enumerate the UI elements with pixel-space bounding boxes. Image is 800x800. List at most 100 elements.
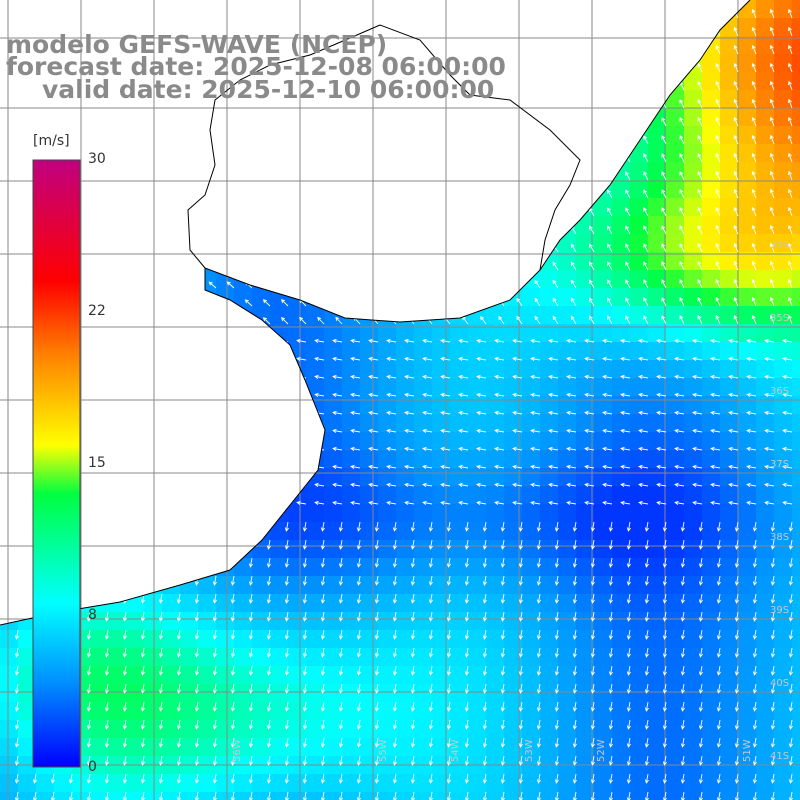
wind-arrow <box>428 665 433 676</box>
wind-arrow <box>638 428 649 433</box>
wind-speed-cell <box>216 0 235 19</box>
wind-arrow <box>608 665 613 676</box>
wind-speed-cell <box>684 648 703 667</box>
wind-arrow <box>764 338 775 343</box>
wind-speed-cell <box>324 270 343 289</box>
wind-speed-cell <box>612 180 631 199</box>
wind-speed-cell <box>360 252 379 271</box>
wind-arrow <box>697 62 703 73</box>
wind-speed-cell <box>90 648 109 667</box>
wind-speed-cell <box>126 0 145 19</box>
wind-speed-cell <box>0 684 19 703</box>
wind-arrow <box>425 226 433 235</box>
wind-arrow <box>262 317 271 325</box>
wind-speed-cell <box>396 252 415 271</box>
wind-arrow <box>662 629 667 640</box>
wind-arrow <box>494 500 505 505</box>
wind-arrow <box>476 410 487 415</box>
wind-speed-cell <box>252 504 271 523</box>
wind-arrow <box>386 356 397 361</box>
wind-arrow <box>733 98 739 109</box>
wind-speed-cell <box>198 378 217 397</box>
wind-arrow <box>680 737 685 748</box>
wind-speed-cell <box>0 360 19 379</box>
wind-speed-cell <box>108 216 127 235</box>
wind-speed-cell <box>486 108 505 127</box>
wind-arrow <box>248 521 253 532</box>
wind-speed-cell <box>0 504 19 523</box>
wind-arrow <box>392 683 397 694</box>
wind-arrow <box>280 209 289 217</box>
wind-speed-cell <box>54 108 73 127</box>
wind-arrow <box>284 539 289 550</box>
wind-speed-cell <box>774 576 793 595</box>
wind-arrow <box>680 701 685 712</box>
wind-speed-cell <box>342 0 361 19</box>
wind-arrow <box>498 225 505 235</box>
wind-speed-cell <box>702 576 721 595</box>
wind-arrow <box>534 171 541 181</box>
wind-speed-cell <box>720 90 739 109</box>
wind-arrow <box>462 190 469 199</box>
wind-speed-cell <box>504 684 523 703</box>
wind-arrow <box>320 665 325 676</box>
wind-speed-cell <box>288 684 307 703</box>
wind-arrow <box>9 192 19 199</box>
wind-arrow <box>572 683 577 694</box>
wind-arrow <box>536 629 541 640</box>
wind-speed-cell <box>342 180 361 199</box>
wind-speed-cell <box>594 198 613 217</box>
wind-speed-cell <box>288 792 307 800</box>
wind-speed-cell <box>756 252 775 271</box>
wind-arrow <box>584 392 595 397</box>
wind-speed-cell <box>360 234 379 253</box>
wind-speed-cell <box>792 234 800 253</box>
wind-speed-cell <box>468 522 487 541</box>
wind-arrow <box>590 791 595 800</box>
wind-speed-cell <box>126 684 145 703</box>
wind-arrow <box>230 647 235 658</box>
wind-speed-cell <box>324 432 343 451</box>
wind-arrow <box>386 428 397 433</box>
wind-arrow <box>63 120 73 127</box>
wind-arrow <box>8 410 19 415</box>
wind-speed-cell <box>342 288 361 307</box>
wind-speed-cell <box>198 234 217 253</box>
wind-arrow <box>122 683 127 694</box>
wind-speed-cell <box>378 234 397 253</box>
wind-speed-cell <box>198 522 217 541</box>
wind-arrow <box>410 521 415 532</box>
wind-arrow <box>625 9 631 19</box>
wind-arrow <box>170 374 181 379</box>
wind-speed-cell <box>504 630 523 649</box>
wind-arrow <box>302 683 307 694</box>
wind-arrow <box>320 575 325 586</box>
wind-speed-cell <box>396 738 415 757</box>
wind-arrow <box>14 719 19 730</box>
wind-arrow <box>317 280 325 289</box>
wind-arrow <box>280 173 289 181</box>
wind-arrow <box>260 410 271 415</box>
wind-arrow <box>644 647 649 658</box>
wind-speed-cell <box>522 378 541 397</box>
wind-speed-cell <box>684 126 703 145</box>
wind-arrow <box>620 464 631 469</box>
wind-arrow <box>584 500 595 505</box>
wind-speed-cell <box>90 216 109 235</box>
wind-speed-cell <box>126 162 145 181</box>
wind-arrow <box>698 593 703 604</box>
wind-arrow <box>302 557 307 568</box>
wind-arrow <box>158 683 163 694</box>
wind-arrow <box>626 773 631 784</box>
wind-speed-cell <box>162 360 181 379</box>
wind-speed-cell <box>198 198 217 217</box>
wind-arrow <box>389 10 397 19</box>
wind-speed-cell <box>594 594 613 613</box>
wind-arrow <box>68 773 73 784</box>
wind-arrow <box>679 225 685 235</box>
wind-speed-cell <box>342 612 361 631</box>
wind-speed-cell <box>414 342 433 361</box>
wind-speed-cell <box>450 162 469 181</box>
wind-speed-cell <box>720 162 739 181</box>
wind-arrow <box>626 611 631 622</box>
